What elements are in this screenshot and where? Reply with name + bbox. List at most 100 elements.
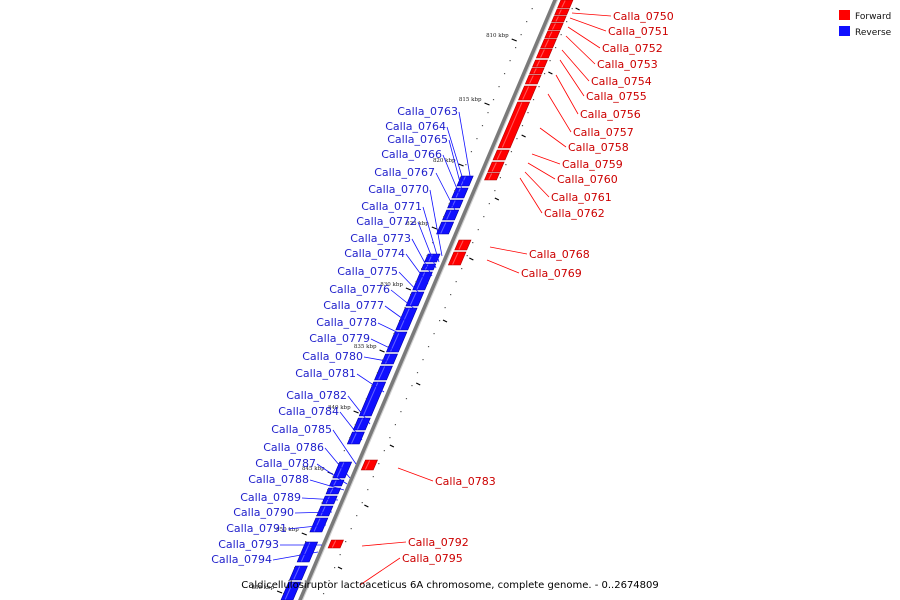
forward-gene-label: Calla_0792 [408,536,469,549]
forward-gene-leader [547,93,572,133]
kbp-tick-label: 825 kbp [406,221,429,227]
scale-dot [531,8,533,10]
reverse-gene-block [385,331,408,353]
kbp-tick-mark [415,382,421,386]
forward-gene-block [518,85,537,101]
reverse-gene-label: Calla_0779 [309,332,370,345]
scale-dot [382,359,384,361]
kbp-tick-mark [575,7,580,11]
reverse-gene-label: Calla_0773 [350,232,411,245]
forward-gene-block [532,59,548,68]
kbp-tick-mark [442,319,448,323]
forward-gene-block-shade [552,23,556,30]
reverse-gene-label: Calla_0784 [278,405,339,418]
scale-dot [394,424,396,426]
scale-dot [509,60,511,62]
reverse-gene-label: Calla_0774 [344,247,405,260]
reverse-gene-block-shade [455,188,461,198]
scale-dot [465,164,467,166]
scale-dot [334,567,336,569]
kbp-tick-mark [521,134,526,138]
scale-dot [454,190,456,192]
forward-gene-leader [361,541,407,547]
forward-gene-block-shade [536,60,541,67]
reverse-gene-block [395,307,418,331]
scale-dot [356,515,358,517]
reverse-gene-leader [272,551,319,561]
forward-gene-label: Calla_0769 [521,267,582,280]
scale-dot [411,385,413,387]
reverse-gene-label: Calla_0763 [397,105,458,118]
scale-dot [404,307,406,309]
scale-dot [360,411,362,413]
reverse-gene-leader [324,447,351,479]
reverse-gene-block [374,365,393,381]
reverse-gene-block-shade [320,506,326,516]
reverse-gene-leader [294,511,333,514]
forward-gene-block [327,539,344,549]
reverse-gene-label: Calla_0793 [218,538,279,551]
forward-gene-block-shade [561,0,566,8]
scale-dot [393,333,395,335]
backbone-line [298,0,557,600]
scale-dot [421,268,423,270]
reverse-gene-leader [411,238,433,277]
forward-gene-block [554,8,570,16]
kbp-tick-mark [548,71,553,75]
scale-dot [410,294,412,296]
forward-gene-block [524,74,542,85]
scale-dot [466,255,468,257]
scale-dot [343,450,345,452]
reverse-gene-label: Calla_0785 [271,423,332,436]
reverse-gene-leader [405,253,429,285]
reverse-gene-label: Calla_0766 [381,148,442,161]
scale-dot [505,164,507,166]
forward-gene-block [454,239,472,251]
legend: Forward Reverse [839,10,892,38]
forward-gene-block [360,459,378,471]
scale-dot [527,112,529,114]
scale-dot [365,398,368,400]
reverse-gene-leader [339,411,363,441]
reverse-gene-label: Calla_0778 [316,316,377,329]
kbp-tick-mark [276,590,283,594]
scale-dot [499,177,501,179]
reverse-gene-block [352,417,371,431]
forward-gene-label: Calla_0757 [573,126,634,139]
scale-dot [354,424,356,426]
scale-dot [492,99,495,101]
forward-gene-leader [527,162,556,180]
scale-dot [443,216,445,218]
forward-gene-leader [531,153,561,165]
forward-gene-leader [561,49,590,82]
reverse-gene-leader [332,429,357,465]
scale-dot [510,151,513,153]
scale-dot [461,268,463,270]
kbp-tick-mark [337,566,343,570]
forward-gene-block-shade [491,162,497,172]
scale-dot [538,86,540,88]
reverse-gene-block-shade [416,272,426,290]
gene-blocks [280,0,574,600]
scale-dot [437,229,439,231]
reverse-gene-block [332,461,353,479]
kbp-tick-mark [353,410,359,414]
kbp-tick-mark [301,532,307,536]
reverse-gene-leader [370,338,399,353]
scale-dot [520,34,522,36]
scale-dot [498,86,500,88]
reverse-gene-leader [458,111,471,177]
reverse-gene-block-shade [333,480,337,486]
reverse-gene-block-shade [409,292,417,306]
scale-dot [448,203,450,205]
kbp-tick-mark [431,226,438,230]
reverse-gene-leader [422,206,440,263]
forward-gene-leader [524,171,550,198]
scale-dot [378,463,380,465]
forward-gene-label: Calla_0768 [529,248,590,261]
reverse-gene-leader [435,172,456,211]
forward-gene-block-shade [533,68,537,74]
scale-dot [367,489,369,491]
kbp-tick-mark [364,504,369,508]
